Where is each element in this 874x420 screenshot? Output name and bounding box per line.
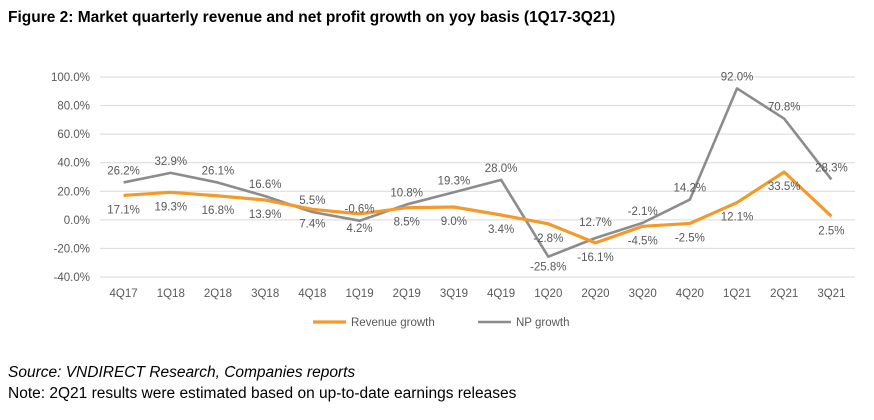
np-data-label: 26.1% — [202, 166, 235, 178]
source-note: Source: VNDIRECT Research, Companies rep… — [8, 364, 356, 381]
revenue-data-label: -2.5% — [675, 232, 705, 244]
x-axis-tick-labels: 4Q17 1Q18 2Q18 3Q18 4Q18 1Q19 2Q19 3Q19 4Q19 1Q20… — [110, 288, 846, 300]
np-data-label: -2.1% — [628, 206, 658, 218]
x-tick-label: 1Q21 — [723, 288, 751, 300]
revenue-data-label: 19.3% — [154, 201, 187, 213]
x-tick-label: 3Q21 — [817, 288, 845, 300]
revenue-data-label: 4.2% — [346, 223, 372, 235]
x-tick-label: 2Q19 — [393, 288, 421, 300]
revenue-data-label: 3.4% — [488, 224, 514, 236]
np-data-label: 28.3% — [815, 162, 848, 174]
figure-title: Figure 2: Market quarterly revenue and n… — [8, 9, 616, 26]
y-tick-label: 80.0% — [57, 101, 90, 113]
revenue-data-label: 12.1% — [721, 212, 754, 224]
y-tick-label: 60.0% — [57, 129, 90, 141]
np-data-label: -25.8% — [530, 262, 566, 274]
np-data-label: 12.7% — [579, 217, 612, 229]
y-tick-label: 0.0% — [64, 215, 90, 227]
footnote: Note: 2Q21 results were estimated based … — [8, 385, 517, 402]
revenue-data-label: 33.5% — [768, 181, 801, 193]
x-tick-label: 4Q20 — [676, 288, 704, 300]
revenue-growth-line — [123, 170, 833, 245]
x-tick-label: 1Q19 — [345, 288, 373, 300]
x-tick-label: 1Q20 — [534, 288, 562, 300]
revenue-data-label: 9.0% — [441, 216, 467, 228]
y-tick-label: 100.0% — [51, 72, 90, 84]
legend-label: Revenue growth — [351, 317, 435, 329]
x-tick-label: 4Q19 — [487, 288, 515, 300]
legend-np: NP growth — [478, 317, 569, 329]
revenue-data-label: 8.5% — [394, 217, 420, 229]
np-data-label: 10.8% — [390, 187, 423, 199]
y-tick-label: -40.0% — [54, 272, 90, 284]
y-tick-label: 40.0% — [57, 158, 90, 170]
revenue-data-label: 7.4% — [299, 218, 325, 230]
revenue-data-label: 13.9% — [249, 209, 282, 221]
x-tick-label: 2Q20 — [581, 288, 609, 300]
data-labels: 17.1% 19.3% 16.8% 13.9% 7.4% 4.2% 8.5% 9.0% 3.4%… — [107, 71, 847, 273]
x-tick-label: 1Q18 — [157, 288, 185, 300]
revenue-data-label: 2.5% — [818, 225, 844, 237]
grid-lines — [100, 76, 855, 278]
y-axis-tick-labels: 100.0% 80.0% 60.0% 40.0% 20.0% 0.0% -20.0% -40.… — [51, 72, 90, 284]
y-tick-label: 20.0% — [57, 186, 90, 198]
np-data-label: 32.9% — [154, 156, 187, 168]
x-tick-label: 4Q17 — [110, 288, 138, 300]
x-tick-label: 2Q18 — [204, 288, 232, 300]
x-tick-label: 3Q20 — [629, 288, 657, 300]
np-data-label: 14.2% — [674, 183, 707, 195]
np-growth-line — [123, 87, 833, 259]
revenue-data-label: 17.1% — [107, 204, 140, 216]
np-data-label: 28.0% — [485, 163, 518, 175]
legend: Revenue growth NP growth — [313, 317, 569, 329]
revenue-data-label: -16.1% — [577, 252, 613, 264]
np-data-label: 26.2% — [107, 165, 140, 177]
np-data-label: 70.8% — [768, 102, 801, 114]
line-chart: 100.0% 80.0% 60.0% 40.0% 20.0% 0.0% -20.0% -40.… — [51, 71, 855, 329]
np-data-label: 5.5% — [299, 195, 325, 207]
x-tick-label: 2Q21 — [770, 288, 798, 300]
np-data-label: -0.6% — [345, 204, 375, 216]
np-data-label: 19.3% — [438, 175, 471, 187]
np-data-label: 92.0% — [721, 71, 754, 83]
x-tick-label: 4Q18 — [298, 288, 326, 300]
revenue-data-label: -4.5% — [628, 235, 658, 247]
legend-label: NP growth — [516, 317, 569, 329]
np-data-label: 16.6% — [249, 179, 282, 191]
revenue-data-label: -2.8% — [533, 233, 563, 245]
series-lines — [123, 87, 833, 259]
y-tick-label: -20.0% — [54, 243, 90, 255]
revenue-data-label: 16.8% — [202, 205, 235, 217]
x-tick-label: 3Q19 — [440, 288, 468, 300]
x-tick-label: 3Q18 — [251, 288, 279, 300]
legend-revenue: Revenue growth — [313, 317, 435, 329]
